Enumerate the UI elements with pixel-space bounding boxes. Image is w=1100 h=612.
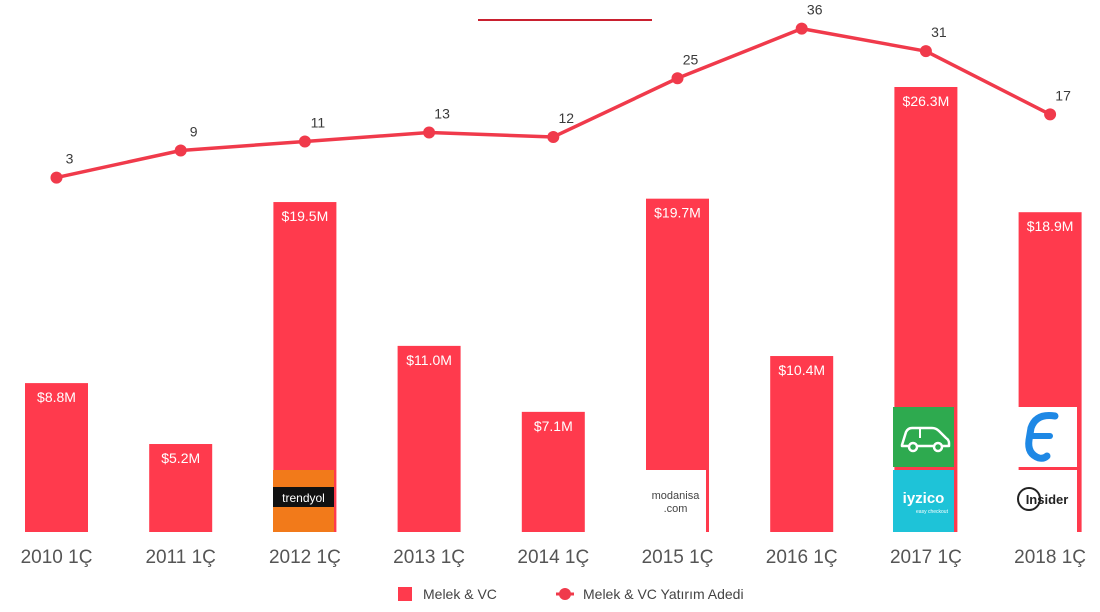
car-icon bbox=[893, 407, 954, 467]
x-tick-label-2: 2012 1Ç bbox=[269, 547, 341, 568]
line-value-label-6: 36 bbox=[807, 2, 823, 18]
x-tick-label-7: 2017 1Ç bbox=[890, 547, 962, 568]
line-value-label-4: 12 bbox=[559, 110, 575, 126]
bar-value-label-1: $5.2M bbox=[161, 450, 200, 466]
line-point-4 bbox=[547, 130, 560, 143]
bar-value-label-2: $19.5M bbox=[282, 208, 329, 224]
x-tick-label-8: 2018 1Ç bbox=[1014, 547, 1086, 568]
line-point-8 bbox=[1044, 108, 1057, 121]
x-tick-label-3: 2013 1Ç bbox=[393, 547, 465, 568]
bar-6 bbox=[770, 356, 834, 532]
modanisa-logo: modanisa .com bbox=[645, 470, 706, 532]
line-point-7 bbox=[919, 45, 932, 58]
bar-3 bbox=[397, 345, 461, 532]
bar-value-label-6: $10.4M bbox=[778, 362, 825, 378]
x-tick-label-0: 2010 1Ç bbox=[21, 547, 93, 568]
line-layer: 3 9 11 13 12 25 36 31 17 bbox=[50, 2, 1071, 184]
line-point-3 bbox=[423, 126, 436, 139]
bar-value-label-8: $18.9M bbox=[1027, 218, 1074, 234]
line-point-2 bbox=[298, 135, 311, 148]
line-value-label-3: 13 bbox=[434, 105, 450, 121]
legend-line-label: Melek & VC Yatırım Adedi bbox=[583, 586, 744, 602]
bar-value-label-5: $19.7M bbox=[654, 205, 701, 221]
x-tick-label-5: 2015 1Ç bbox=[642, 547, 714, 568]
modanisa-logo-text: modanisa bbox=[652, 490, 701, 502]
bar-value-label-3: $11.0M bbox=[406, 352, 452, 368]
line-point-0 bbox=[50, 171, 63, 184]
bar-1 bbox=[149, 444, 213, 532]
legend: Melek & VC Melek & VC Yatırım Adedi bbox=[398, 586, 744, 602]
iyzico-logo-text: iyzico bbox=[903, 490, 945, 507]
logos-layer: trendyol modanisa .com iyzico easy check… bbox=[273, 407, 1077, 532]
blue-f-logo-icon bbox=[1016, 407, 1077, 467]
bar-value-label-4: $7.1M bbox=[534, 418, 573, 434]
x-tick-label-6: 2016 1Ç bbox=[766, 547, 838, 568]
bar-value-label-0: $8.8M bbox=[37, 389, 76, 405]
trendyol-logo-text: trendyol bbox=[282, 491, 325, 505]
line-value-label-7: 31 bbox=[931, 24, 947, 40]
trendyol-logo: trendyol bbox=[273, 470, 334, 532]
modanisa-logo-subtext: .com bbox=[664, 503, 688, 515]
line-value-label-8: 17 bbox=[1055, 87, 1071, 103]
bar-0 bbox=[25, 383, 88, 532]
x-axis-ticks: 2010 1Ç 2011 1Ç 2012 1Ç 2013 1Ç 2014 1Ç 2015 … bbox=[21, 547, 1086, 568]
line-point-1 bbox=[174, 144, 187, 157]
line-point-5 bbox=[671, 72, 684, 85]
insider-logo: Insider bbox=[1016, 470, 1077, 532]
legend-bar-swatch bbox=[398, 587, 412, 601]
insider-logo-text: Insider bbox=[1026, 492, 1069, 507]
line-value-label-2: 11 bbox=[311, 114, 326, 130]
line-value-label-0: 3 bbox=[66, 151, 74, 167]
line-value-label-5: 25 bbox=[683, 51, 699, 67]
bar-4 bbox=[521, 411, 585, 532]
iyzico-logo-subtext: easy checkout bbox=[916, 509, 949, 515]
line-value-label-1: 9 bbox=[190, 124, 198, 140]
x-tick-label-1: 2011 1Ç bbox=[145, 547, 215, 568]
iyzico-logo: iyzico easy checkout bbox=[893, 470, 954, 532]
x-tick-label-4: 2014 1Ç bbox=[517, 547, 589, 568]
line-point-6 bbox=[795, 22, 808, 35]
legend-line-marker bbox=[559, 588, 571, 600]
legend-bar-label: Melek & VC bbox=[423, 586, 497, 602]
bar-value-label-7: $26.3M bbox=[903, 93, 950, 109]
